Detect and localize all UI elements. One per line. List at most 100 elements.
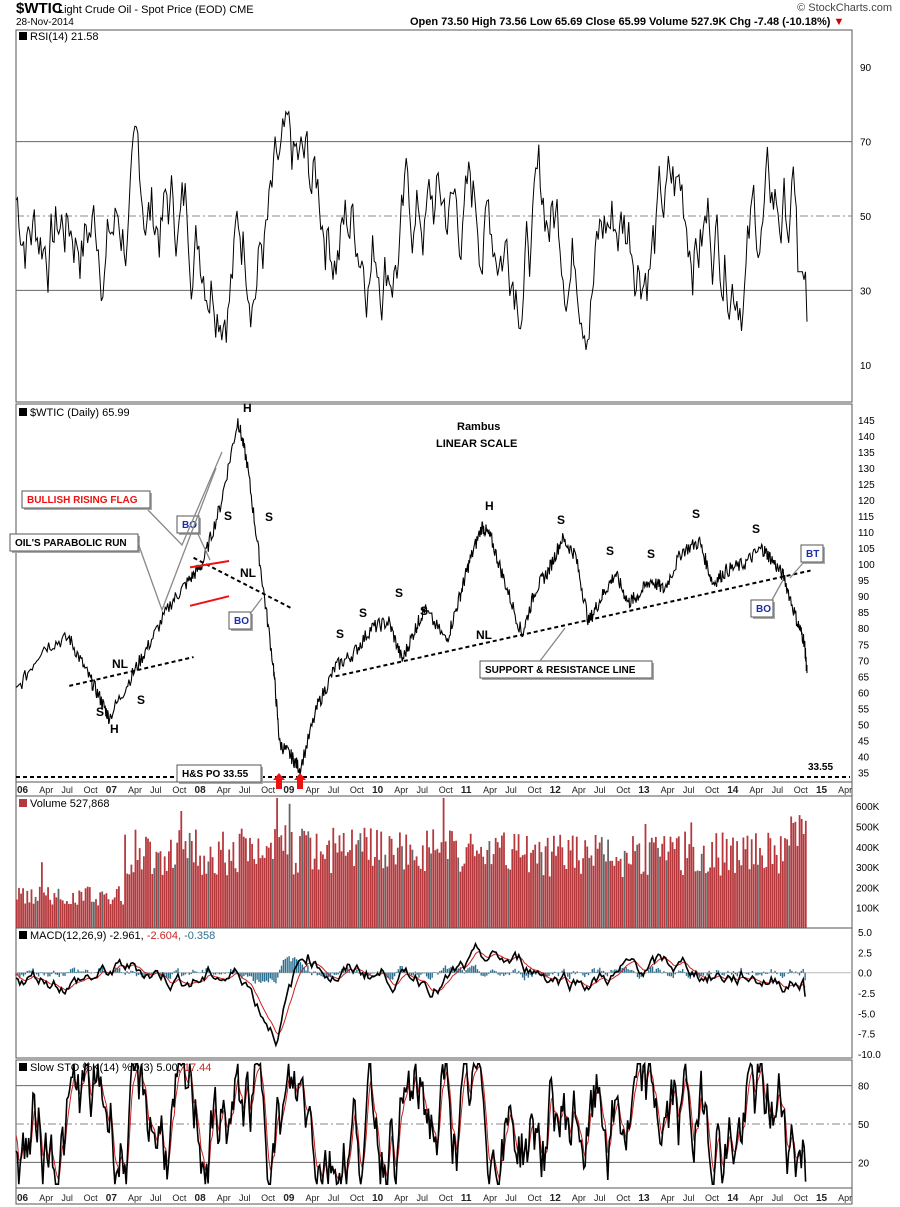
volume-bar [101,891,104,928]
volume-bar [548,876,551,928]
x-tick-label-top: Oct [84,785,99,795]
callout-bt-box [800,544,824,563]
volume-bar [51,904,54,928]
volume-bar [769,838,772,928]
x-tick-label-bottom: 06 [17,1193,29,1204]
pattern-label-s: S [752,522,760,536]
volume-bar [561,847,564,928]
pattern-label-s: S [137,693,145,707]
sto-main-label: Slow STO %K(14) %D(3) 5.00, [30,1062,184,1074]
volume-bar [575,836,578,928]
volume-bar [709,867,711,928]
volume-bar [163,856,166,928]
volume-bar [459,871,462,928]
volume-bar [197,865,199,928]
price-tick-label: 145 [858,416,875,427]
macd-tick-label: -2.5 [858,989,876,1000]
pattern-label-nl: NL [112,657,128,671]
x-tick-label-top: Oct [616,785,631,795]
volume-bar [723,862,726,928]
x-tick-label-top: Jul [328,785,340,795]
callout-bt-text: BT [806,549,819,560]
volume-bar [192,862,195,928]
volume-bar [615,857,618,928]
volume-bar [478,853,480,928]
volume-bar [245,838,247,928]
volume-bar [222,831,224,928]
volume-bar [38,886,41,928]
flag-bottom-line [189,595,230,607]
volume-bar [449,830,451,928]
volume-bar [434,850,437,928]
volume-bar [261,855,264,928]
volume-bar [307,831,310,928]
callout-support-text: SUPPORT & RESISTANCE LINE [485,665,636,676]
volume-bar [88,887,91,928]
volume-bar [750,839,753,928]
callout-bo-1-text: BO [182,520,197,531]
volume-bar [328,840,330,928]
x-tick-label-bottom: Jul [150,1193,162,1203]
x-axis-strip-bottom [15,1187,853,1205]
volume-bar [299,836,301,928]
chart-date: 28-Nov-2014 [16,17,74,28]
volume-bar [270,842,272,928]
volume-bar [61,900,64,928]
volume-bar [226,875,228,928]
macd-signal-line [15,951,806,1035]
x-tick-label-top: Jul [416,785,428,795]
volume-bar [426,830,428,928]
callout-bo-2-text: BO [234,616,249,627]
volume-bar [430,853,432,928]
volume-bar [553,835,555,928]
volume-bar [361,851,364,928]
volume-bar [340,851,343,928]
volume-bar [278,837,281,928]
volume-bar [207,861,210,928]
volume-bar [715,833,718,928]
volume-bar [209,846,212,928]
volume-bar [455,840,457,928]
x-tick-label-bottom: Jul [594,1193,606,1203]
volume-bar [97,905,99,928]
data-series [15,110,808,1186]
volume-bar [763,868,766,928]
volume-bar [721,832,724,928]
callout-po-box [176,764,262,783]
volume-bar [145,836,147,928]
volume-bar [107,899,110,928]
x-tick-label-bottom: Oct [616,1193,631,1203]
ohlc-values: Open 73.50 High 73.56 Low 65.69 Close 65… [410,16,831,28]
volume-bar [636,844,639,928]
x-tick-label-top: Oct [172,785,187,795]
down-arrow-icon: ▼ [833,16,845,28]
volume-bar [213,873,216,928]
x-tick-label-bottom: 15 [816,1193,828,1204]
volume-bar [28,902,31,928]
volume-bar [168,851,170,928]
volume-bar [113,897,116,928]
volume-bar [257,838,260,928]
price-tick-label: 95 [858,576,870,587]
x-tick-label-bottom: Apr [128,1193,142,1203]
volume-bar [436,848,439,928]
note-rambus: Rambus [457,421,500,433]
macd-legend-swatch [19,931,27,939]
x-tick-label-bottom: Jul [328,1193,340,1203]
volume-bar [371,865,374,928]
volume-bar [630,864,632,928]
price-tick-label: 105 [858,544,875,555]
volume-bar [496,842,499,928]
volume-legend-swatch [19,799,27,807]
volume-bar [613,865,616,928]
support-resistance-line [335,569,811,678]
volume-bar [153,868,156,928]
volume-bar [659,856,661,928]
volume-label: Volume 527,868 [30,798,110,810]
volume-bar [503,832,505,928]
x-tick-label-bottom: Apr [572,1193,586,1203]
x-tick-label-top: Jul [594,785,606,795]
volume-bar [265,846,268,928]
volume-bar [415,856,418,928]
volume-bar [297,872,299,928]
